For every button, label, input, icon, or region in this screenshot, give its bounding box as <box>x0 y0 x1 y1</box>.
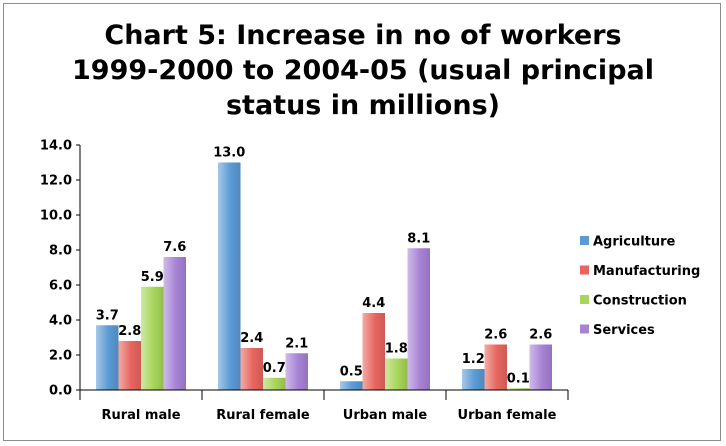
chart-title: Chart 5: Increase in no of workers 1999-… <box>0 18 726 123</box>
y-tick-label: 0.0 <box>49 384 72 399</box>
x-category-label: Urban male <box>343 408 428 423</box>
y-tick-label: 4.0 <box>49 314 72 329</box>
bar-manufacturing-rural-female <box>240 348 263 390</box>
data-label: 2.1 <box>285 336 308 351</box>
bar-construction-urban-male <box>385 358 408 390</box>
legend-label-services: Services <box>593 323 655 338</box>
bar-services-rural-female <box>285 353 308 390</box>
y-tick-label: 12.0 <box>40 174 72 189</box>
legend-swatch-agriculture <box>580 236 589 245</box>
y-tick-label: 6.0 <box>49 279 72 294</box>
x-category-label: Rural male <box>101 408 180 423</box>
bar-services-rural-male <box>163 257 186 390</box>
data-label: 2.6 <box>529 328 552 343</box>
y-tick-label: 14.0 <box>40 139 72 154</box>
chart-title-line-3: status in millions) <box>225 90 500 121</box>
bar-agriculture-rural-female <box>218 162 241 390</box>
bar-services-urban-female <box>529 344 552 390</box>
legend-label-construction: Construction <box>593 294 687 309</box>
chart-title-line-1: Chart 5: Increase in no of workers <box>104 20 622 51</box>
bar-agriculture-urban-female <box>462 369 485 390</box>
data-label: 2.8 <box>118 324 141 339</box>
data-label: 0.1 <box>507 371 530 386</box>
y-tick-label: 2.0 <box>49 349 72 364</box>
bar-manufacturing-urban-male <box>362 313 385 390</box>
bar-construction-rural-male <box>141 286 164 390</box>
data-label: 0.7 <box>263 361 286 376</box>
x-category-label: Rural female <box>216 408 310 423</box>
y-tick-label: 10.0 <box>40 209 72 224</box>
data-label: 5.9 <box>141 270 164 285</box>
data-label: 2.4 <box>240 331 263 346</box>
data-label: 13.0 <box>213 146 245 161</box>
legend-swatch-services <box>580 324 589 334</box>
chart-title-line-2: 1999-2000 to 2004-05 (usual principal <box>72 55 654 86</box>
bar-agriculture-rural-male <box>96 325 119 390</box>
y-tick-label: 8.0 <box>49 244 72 259</box>
bar-manufacturing-rural-male <box>118 341 141 390</box>
data-label: 1.8 <box>385 342 408 357</box>
data-label: 3.7 <box>96 308 119 323</box>
data-label: 0.5 <box>340 364 363 379</box>
legend-swatch-manufacturing <box>580 265 589 275</box>
data-label: 7.6 <box>163 240 186 255</box>
bar-construction-rural-female <box>263 377 286 390</box>
legend-label-agriculture: Agriculture <box>593 235 676 250</box>
legend-label-manufacturing: Manufacturing <box>593 264 700 279</box>
bar-manufacturing-urban-female <box>484 344 507 390</box>
data-label: 4.4 <box>362 296 385 311</box>
data-label: 1.2 <box>462 352 485 367</box>
legend-swatch-construction <box>580 295 589 304</box>
bar-agriculture-urban-male <box>340 381 363 390</box>
x-category-label: Urban female <box>458 408 557 423</box>
bar-construction-urban-female <box>507 388 530 390</box>
data-label: 2.6 <box>484 328 507 343</box>
bar-services-urban-male <box>407 248 430 390</box>
data-label: 8.1 <box>407 231 430 246</box>
